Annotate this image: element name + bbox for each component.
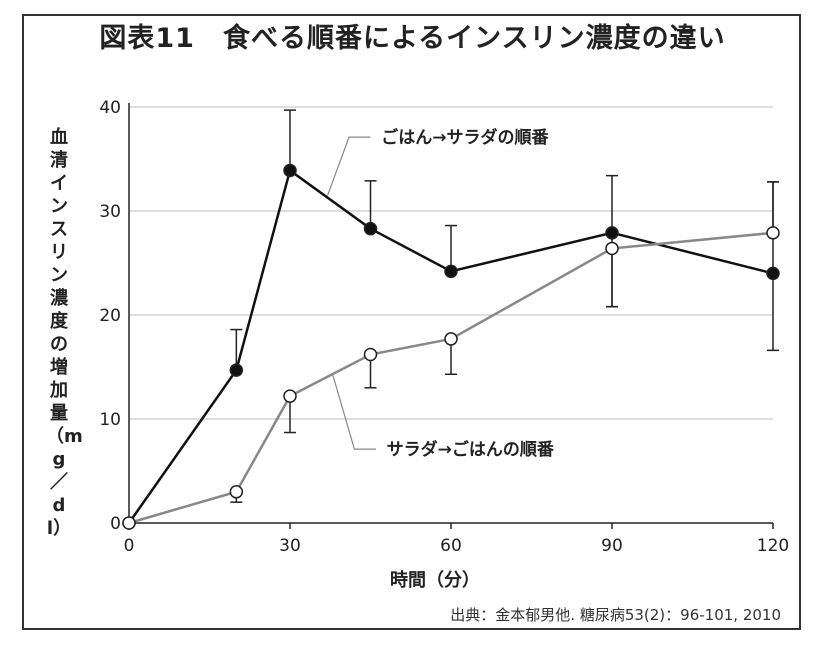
series-2-leader-line (332, 375, 376, 450)
source-note: 出典：金本郁男他. 糖尿病53(2)：96-101, 2010 (450, 606, 781, 624)
series-1-point-2 (283, 163, 297, 178)
y-tick-label-20: 20 (99, 306, 121, 326)
series-2-point-3 (363, 347, 378, 362)
series-1-point-4 (444, 264, 458, 279)
series-1-point-6 (766, 266, 780, 281)
series-1-annotation: ごはん→サラダの順番 (381, 127, 549, 148)
series-1-point-3 (363, 221, 378, 236)
x-tick-label-120: 120 (757, 536, 789, 556)
y-tick-label-10: 10 (99, 410, 121, 430)
y-tick-label-40: 40 (99, 98, 121, 118)
series-1-point-5 (605, 226, 619, 240)
x-tick-label-30: 30 (279, 536, 301, 556)
x-tick-label-90: 90 (601, 536, 623, 556)
x-tick-label-60: 60 (440, 536, 462, 556)
series-2-annotation: サラダ→ごはんの順番 (387, 439, 555, 460)
chart-frame (22, 14, 801, 630)
series-1-leader-line (327, 136, 371, 196)
series-1-point-1 (229, 363, 244, 377)
chart-title: 図表11 食べる順番によるインスリン濃度の違い (99, 23, 726, 54)
series-2-point-2 (283, 389, 297, 403)
series-2-point-5 (605, 241, 619, 256)
series-2-point-4 (444, 332, 458, 346)
x-tick-label-0: 0 (124, 536, 135, 556)
y-tick-label-30: 30 (99, 202, 121, 222)
series-2-point-6 (766, 226, 780, 240)
x-axis-label: 時間（分） (390, 570, 480, 591)
y-tick-label-0: 0 (110, 514, 121, 534)
series-2-point-1 (229, 485, 244, 499)
series-2-point-0 (122, 516, 136, 530)
